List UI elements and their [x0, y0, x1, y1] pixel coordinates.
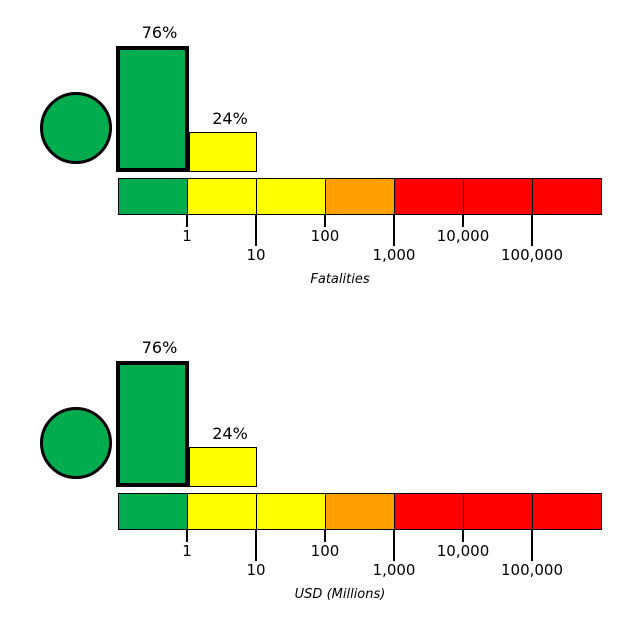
- tick-label: 10,000: [436, 542, 490, 560]
- scale-segment-orange: [325, 178, 394, 214]
- tick-label: 100: [310, 542, 340, 560]
- probability-label-yellow: 24%: [212, 109, 248, 128]
- tick-label: 10,000: [436, 227, 490, 245]
- axis-tick: [255, 530, 257, 561]
- scale-segment-green: [119, 493, 187, 529]
- axis-tick: [186, 215, 188, 227]
- probability-bar-yellow: 24%: [189, 425, 257, 487]
- tick-label: 100,000: [500, 561, 564, 579]
- probability-bar-green: 76%: [116, 24, 189, 172]
- scale-segment-yellow: [256, 178, 325, 214]
- x-axis-label: USD (Millions): [294, 587, 386, 602]
- scale-segment-orange: [325, 493, 394, 529]
- scale-segment-red: [463, 493, 532, 529]
- axis-tick: [255, 215, 257, 246]
- tick-label: 10: [246, 246, 266, 264]
- economic-losses-panel: 76% 24% 1 10 100 1,000 10,000 100,000 US…: [0, 315, 640, 630]
- alert-level-icon: [40, 407, 112, 479]
- x-axis-label: Fatalities: [310, 272, 370, 287]
- scale-segment-yellow: [187, 178, 256, 214]
- tick-label: 1: [182, 542, 192, 560]
- probability-label-green: 76%: [141, 338, 178, 357]
- alert-color-scale: [118, 492, 602, 530]
- scale-segment-red: [532, 178, 601, 214]
- tick-label: 10: [246, 561, 266, 579]
- alert-level-icon: [40, 92, 112, 164]
- probability-bar-yellow: 24%: [189, 110, 257, 172]
- tick-label: 100: [310, 227, 340, 245]
- tick-label: 1,000: [372, 561, 416, 579]
- fatalities-panel: 76% 24% 1 10 100 1,000 10,000 100,000 Fa…: [40, 24, 602, 287]
- axis-tick: [531, 530, 533, 561]
- scale-segment-red: [394, 493, 463, 529]
- scale-segment-yellow: [256, 493, 325, 529]
- scale-segment-red: [463, 178, 532, 214]
- tick-label: 1,000: [372, 246, 416, 264]
- axis-tick: [462, 215, 464, 227]
- scale-segment-green: [119, 178, 187, 214]
- probability-label-green: 76%: [141, 23, 178, 42]
- scale-segment-yellow: [187, 493, 256, 529]
- axis-tick: [462, 530, 464, 542]
- alert-color-scale: [118, 177, 602, 215]
- probability-label-yellow: 24%: [212, 424, 248, 443]
- scale-segment-red: [394, 178, 463, 214]
- probability-bar-green: 76%: [116, 339, 189, 487]
- axis-tick: [393, 215, 395, 246]
- scale-segment-red: [532, 493, 601, 529]
- axis-tick: [324, 530, 326, 542]
- axis-tick: [186, 530, 188, 542]
- axis-tick: [393, 530, 395, 561]
- axis-tick: [531, 215, 533, 246]
- axis-tick: [324, 215, 326, 227]
- tick-label: 100,000: [500, 246, 564, 264]
- tick-label: 1: [182, 227, 192, 245]
